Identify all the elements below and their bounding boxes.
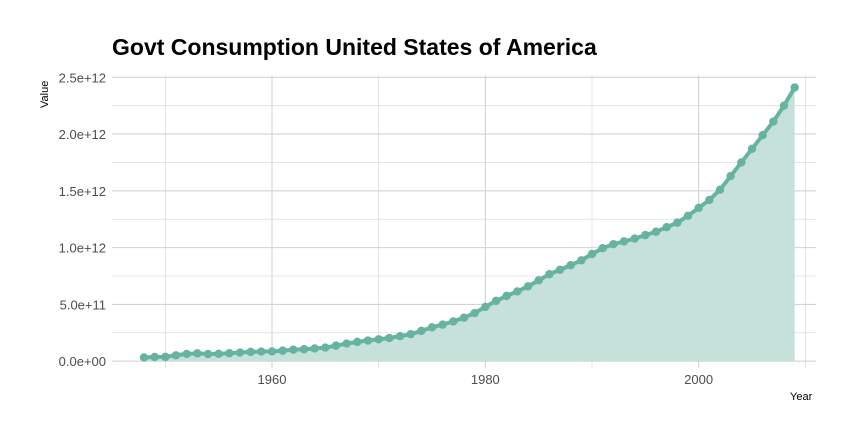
y-tick-label: 0.0e+00 xyxy=(59,354,106,369)
y-axis-title: Value xyxy=(39,81,51,108)
data-point xyxy=(523,282,533,291)
data-point xyxy=(609,240,618,249)
data-point xyxy=(662,222,671,232)
data-point xyxy=(406,329,415,339)
data-point xyxy=(374,335,383,344)
data-point xyxy=(630,234,639,243)
data-point xyxy=(694,203,703,213)
data-point xyxy=(705,195,714,205)
data-point xyxy=(395,332,405,341)
data-point xyxy=(385,333,394,343)
data-point xyxy=(534,276,543,285)
y-tick-label: 2.0e+12 xyxy=(59,127,106,142)
data-point xyxy=(257,347,266,356)
data-point xyxy=(651,227,661,236)
data-point xyxy=(150,352,159,362)
data-point xyxy=(566,261,575,270)
data-point xyxy=(278,346,287,355)
data-point xyxy=(193,349,202,358)
data-point xyxy=(353,337,362,347)
data-point xyxy=(225,349,234,358)
data-point xyxy=(342,339,351,348)
x-tick-label: 2000 xyxy=(684,372,713,387)
chart-title: Govt Consumption United States of Americ… xyxy=(112,34,597,60)
data-point xyxy=(641,230,650,240)
data-point xyxy=(726,171,735,181)
data-point xyxy=(619,237,629,246)
data-point xyxy=(737,158,746,167)
data-point xyxy=(459,313,469,322)
data-point xyxy=(427,323,437,332)
data-point xyxy=(438,320,447,329)
data-point xyxy=(779,101,789,110)
data-point xyxy=(673,218,682,227)
area-fill xyxy=(144,87,795,362)
y-tick-label: 1.5e+12 xyxy=(59,184,106,199)
data-point xyxy=(502,291,511,301)
x-tick-label: 1980 xyxy=(471,372,500,387)
data-point xyxy=(470,308,479,318)
data-point xyxy=(417,326,426,336)
area-layer xyxy=(144,87,795,362)
data-point xyxy=(171,351,181,360)
tick-layer: 0.0e+00 5.0e+11 1.0e+12 1.5e+12 2.0e+12 2.5e+… xyxy=(59,70,713,387)
data-point xyxy=(747,144,757,154)
data-point xyxy=(182,349,191,359)
data-point xyxy=(758,130,767,140)
y-tick-label: 2.5e+12 xyxy=(59,70,106,85)
data-point xyxy=(331,341,341,350)
data-point xyxy=(598,243,607,253)
data-point xyxy=(545,269,554,279)
point-layer xyxy=(139,83,799,362)
y-tick-label: 1.0e+12 xyxy=(59,241,106,256)
data-point xyxy=(555,265,565,274)
data-point xyxy=(513,287,522,296)
data-point xyxy=(203,349,213,359)
data-point xyxy=(289,345,298,354)
x-tick-label: 1960 xyxy=(258,372,287,387)
data-point xyxy=(790,83,799,92)
y-tick-label: 5.0e+11 xyxy=(60,297,106,312)
data-point xyxy=(683,211,693,221)
data-point xyxy=(235,348,245,357)
data-point xyxy=(267,347,277,356)
data-point xyxy=(246,347,255,357)
data-point xyxy=(491,296,501,306)
data-point xyxy=(139,353,149,362)
data-point xyxy=(449,317,458,326)
data-point xyxy=(161,352,170,362)
data-point xyxy=(481,302,490,312)
data-point xyxy=(577,256,586,265)
x-axis-title: Year xyxy=(790,391,813,403)
data-point xyxy=(587,249,597,259)
data-point xyxy=(769,117,778,126)
data-point xyxy=(363,336,373,345)
data-point xyxy=(321,343,330,352)
data-point xyxy=(310,344,319,353)
data-point xyxy=(715,185,725,194)
data-point xyxy=(299,345,309,354)
data-point xyxy=(214,349,223,359)
